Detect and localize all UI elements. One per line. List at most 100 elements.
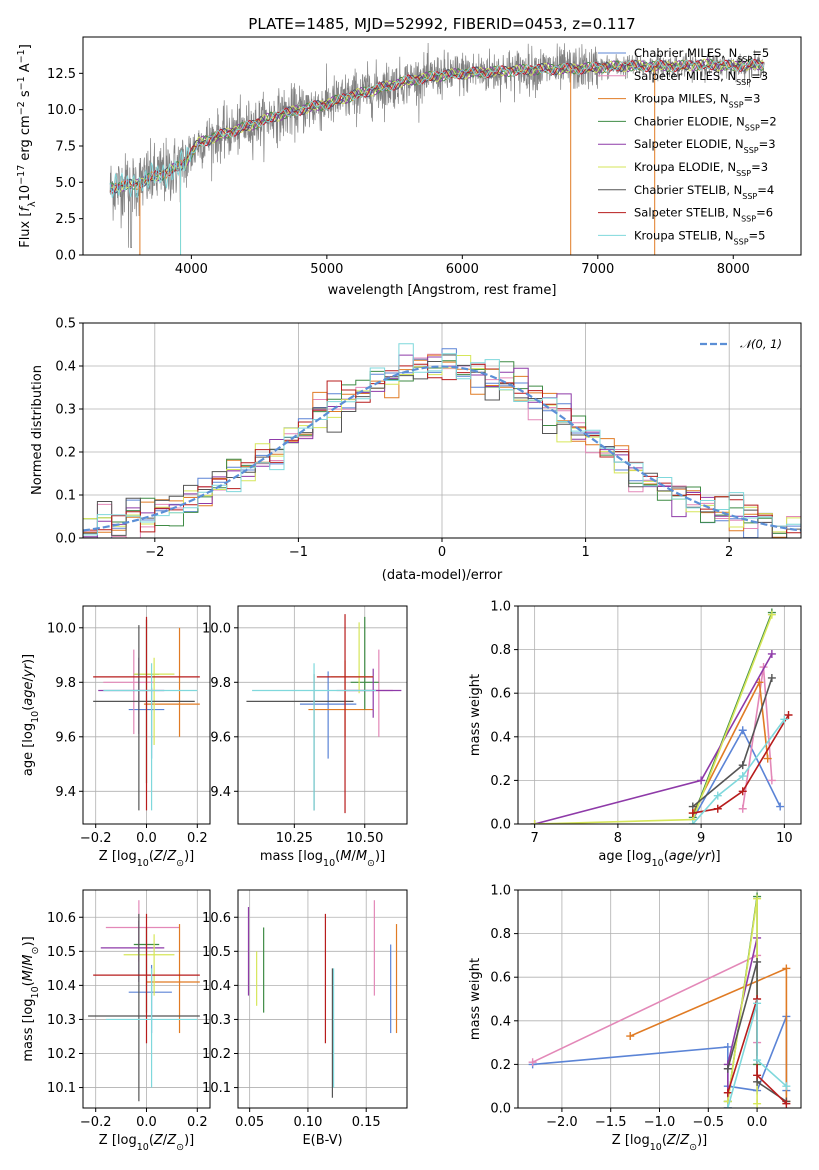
y-axis-label: Normed distribution [30,365,45,495]
mass-weight-point-marker [723,1042,732,1051]
y-tick-label: 0.2 [490,1058,511,1073]
y-tick-label: 0.4 [55,360,76,375]
y-tick-label: 0.0 [55,532,76,547]
x-axis-label: Z [log10(Z/Z⊙)] [99,849,194,869]
x-tick-label: 0 [438,545,446,560]
mass-weight-point-marker [688,820,697,824]
mass-weight-vs-metallicity-panel: −2.0 −1.5 −1.0 −0.5 0.0 0.0 0.2 0.4 0.6 0.8 1.0 Z [… [468,884,802,1153]
mass-weight-point-marker [780,715,789,724]
y-axis-label: age [log10(age/yr)] [21,654,41,776]
mass-weight-point-marker [782,1082,791,1091]
x-axis-label: age [log10(age/yr)] [598,849,720,869]
y-tick-label: 9.8 [55,676,76,691]
x-tick-label: 1 [581,545,589,560]
x-tick-label: 10.50 [346,831,383,846]
mass-weight-point-marker [753,894,762,903]
legend-entry: Kroupa MILES, NSSP=3 [634,92,760,110]
mass-weight-point-marker [738,726,747,735]
mass-weight-point-marker [753,1056,762,1065]
legend-entry: Chabrier STELIB, NSSP=4 [634,183,774,201]
plot-area [530,608,793,824]
mass-weight-point-marker [753,957,762,966]
mass-weight-point-marker [697,776,706,785]
x-axis-label: wavelength [Angstrom, rest frame] [328,283,557,298]
x-tick-label: 7000 [581,262,614,277]
age-vs-metallicity-panel: −0.2 0.0 0.2 9.4 9.6 9.8 10.0 Z [log10(Z/Z⊙)] ag… [21,605,211,869]
y-tick-label: 10.0 [47,103,76,118]
y-tick-label: 0.4 [490,1014,511,1029]
mass-weight-point-marker [528,1058,537,1067]
legend-entry: Kroupa STELIB, NSSP=5 [634,228,765,246]
mass-weight-point-marker [763,754,772,763]
legend-entry: Chabrier MILES, NSSP=5 [634,46,769,64]
mass-weight-point-marker [767,610,776,619]
x-tick-label: 0.0 [136,831,157,846]
mass-weight-point-marker [753,1071,762,1080]
y-tick-label: 10.4 [47,979,76,994]
x-tick-label: 0.05 [235,1115,264,1130]
y-tick-label: 10.0 [202,621,231,636]
axes-frame [517,889,802,1109]
plot-area [93,616,200,811]
y-tick-label: 10.6 [47,911,76,926]
x-tick-label: 0.15 [352,1115,381,1130]
mass-weight-point-marker [753,999,762,1008]
y-tick-label: 10.1 [202,1081,231,1096]
y-tick-label: 0.1 [55,489,76,504]
y-tick-label: 9.4 [55,785,76,800]
plot-area [88,900,200,1102]
x-tick-label: 0.10 [293,1115,322,1130]
x-tick-label: 8000 [717,262,750,277]
mass-weight-point-marker [782,1099,791,1108]
x-tick-label: −0.2 [80,831,112,846]
mass-weight-point-marker [530,820,539,824]
y-tick-label: 10.3 [47,1013,76,1028]
x-axis-label: mass [log10(M/M⊙)] [260,849,385,869]
plot-area [528,892,791,1108]
y-tick-label: 10.4 [202,979,231,994]
y-tick-label: 10.5 [47,945,76,960]
y-tick-label: 1.0 [490,600,511,615]
y-axis-label: mass [log10(M/M⊙)] [21,936,41,1061]
y-tick-label: 2.5 [55,212,76,227]
y-tick-label: 0.6 [490,687,511,702]
y-tick-label: 9.6 [55,730,76,745]
x-tick-label: −1.0 [644,1115,676,1130]
x-tick-label: 7 [531,831,539,846]
mass-weight-point-marker [713,804,722,813]
mass-weight-point-marker [738,787,747,796]
y-axis-label: Flux [fλ10−17 erg cm−2 s−1 A−1] [16,44,38,248]
mass-weight-point-marker [776,802,785,811]
x-tick-label: −2 [145,545,164,560]
age-vs-mass-panel: 10.25 10.50 9.4 9.6 9.8 10.0 mass [log10(M/M⊙)… [202,605,408,869]
x-tick-label: 10.25 [276,831,313,846]
spectrum-panel: 4000 5000 6000 7000 8000 0.0 2.5 5.0 7.5 10.0 12.5… [16,15,802,298]
plot-area [247,900,398,1098]
axes-frame [82,36,802,256]
mass-weight-point-marker [723,1088,732,1097]
x-axis-label: Z [log10(Z/Z⊙)] [99,1133,194,1153]
mass-weight-point-marker [626,1032,635,1041]
mass-weight-series-line [727,1003,787,1108]
y-tick-label: 0.6 [490,971,511,986]
legend-entry: Salpeter MILES, NSSP=3 [634,69,768,87]
mass-weight-point-marker [782,964,791,973]
y-tick-label: 7.5 [55,140,76,155]
y-tick-label: 5.0 [55,176,76,191]
legend-entry: Salpeter STELIB, NSSP=6 [634,206,773,224]
y-tick-label: 0.2 [55,446,76,461]
mass-weight-point-marker [753,1099,762,1108]
legend-entry: Salpeter ELODIE, NSSP=3 [634,137,776,155]
x-tick-label: −1.5 [595,1115,627,1130]
y-tick-label: 0.8 [490,643,511,658]
x-tick-label: 0.0 [136,1115,157,1130]
mass-weight-point-marker [688,809,697,818]
axes-frame [237,889,408,1109]
plot-area [109,42,765,255]
x-axis-label: (data-model)/error [382,568,503,583]
x-tick-label: 10 [776,831,793,846]
mass-weight-point-marker [767,776,776,785]
y-tick-label: 10.2 [202,1047,231,1062]
y-tick-label: 10.6 [202,911,231,926]
axes-frame [82,322,802,539]
